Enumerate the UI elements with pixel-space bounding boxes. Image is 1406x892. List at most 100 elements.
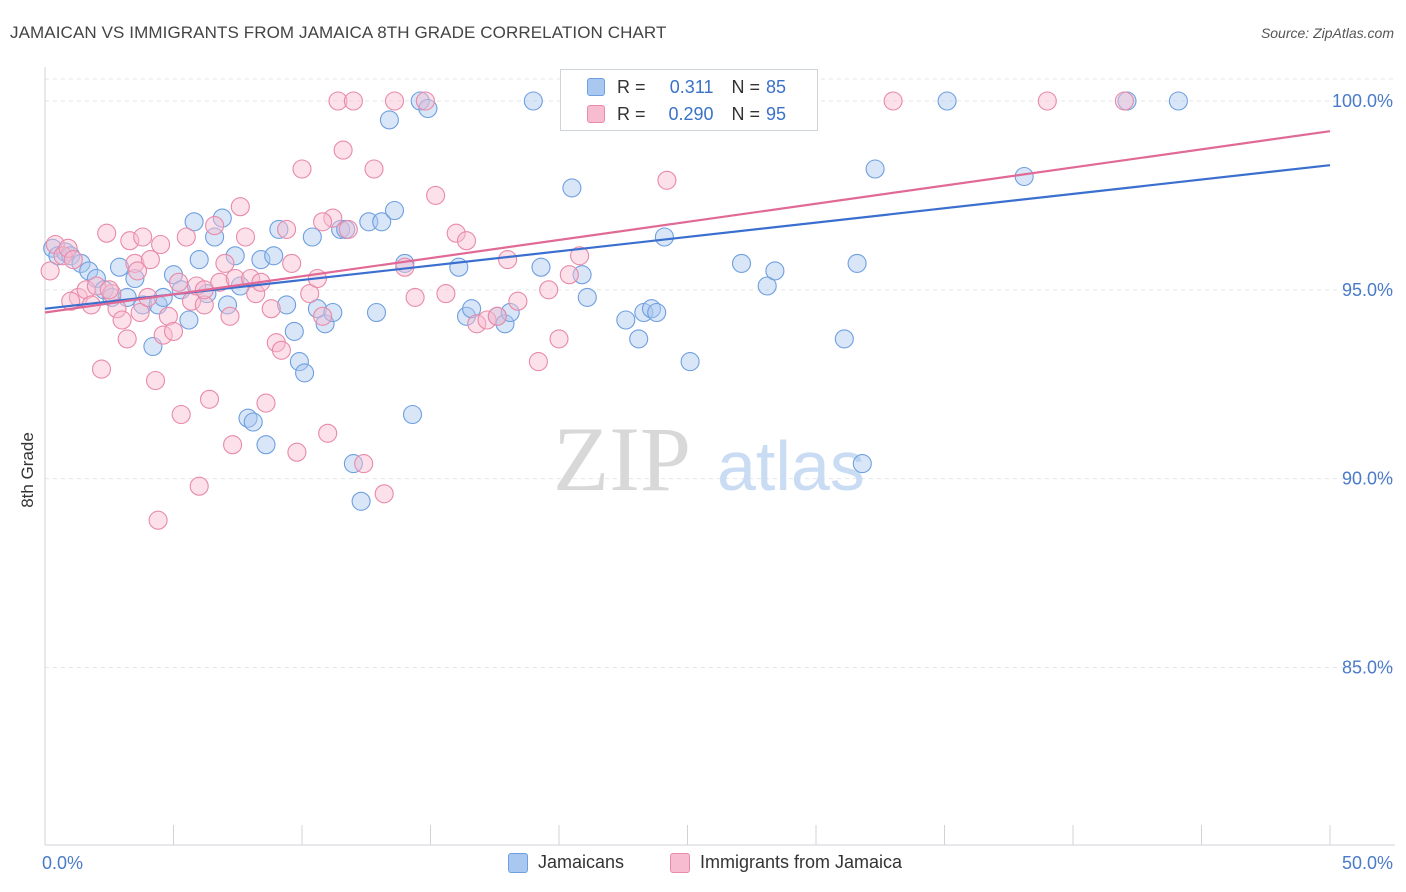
point-immigrants <box>354 454 374 474</box>
point-immigrants <box>328 91 348 111</box>
point-immigrants <box>456 231 477 251</box>
bottom-legend-label: Jamaicans <box>538 852 625 872</box>
stats-legend: R = 0.311 N = 85 R = 0.290 N = 95 <box>560 69 818 131</box>
gridlines <box>45 78 1395 668</box>
point-immigrants <box>498 250 518 270</box>
point-jamaicans <box>384 200 405 221</box>
point-immigrants <box>230 197 250 217</box>
point-immigrants <box>1037 91 1057 111</box>
point-immigrants <box>313 306 333 326</box>
point-immigrants <box>130 302 150 323</box>
legend-swatch-pink <box>587 105 605 123</box>
point-immigrants <box>313 212 333 232</box>
data-points <box>40 91 1188 530</box>
point-immigrants <box>374 484 394 504</box>
y-tick-label: 85.0% <box>1342 657 1393 677</box>
point-immigrants <box>163 321 184 341</box>
point-jamaicans <box>654 227 674 247</box>
point-immigrants <box>99 280 119 300</box>
point-immigrants <box>140 250 160 270</box>
point-immigrants <box>127 261 148 281</box>
point-jamaicans <box>379 110 399 130</box>
point-jamaicans <box>295 363 315 383</box>
point-jamaicans <box>523 91 543 111</box>
n-value: 85 <box>766 76 787 97</box>
point-immigrants <box>405 287 425 307</box>
r-label: R = <box>617 103 646 124</box>
point-jamaicans <box>680 352 700 372</box>
n-label: N = <box>731 103 761 124</box>
point-immigrants <box>199 389 220 409</box>
point-immigrants <box>112 310 132 330</box>
point-immigrants <box>287 442 307 462</box>
y-tick-label: 95.0% <box>1342 280 1393 300</box>
point-jamaicans <box>277 295 297 315</box>
bottom-legend-immigrants: Immigrants from Jamaica <box>670 852 902 873</box>
point-jamaicans <box>1168 91 1188 111</box>
point-immigrants <box>40 261 60 281</box>
point-jamaicans <box>289 352 309 372</box>
point-immigrants <box>256 393 276 413</box>
point-immigrants <box>171 404 191 425</box>
point-jamaicans <box>765 261 785 281</box>
point-immigrants <box>148 510 168 530</box>
point-jamaicans <box>179 310 199 330</box>
point-immigrants <box>477 310 497 330</box>
point-jamaicans <box>402 404 423 425</box>
point-immigrants <box>415 91 435 111</box>
point-immigrants <box>318 423 338 443</box>
point-jamaicans <box>331 219 351 239</box>
point-immigrants <box>364 159 384 179</box>
point-jamaicans <box>343 454 363 474</box>
point-immigrants <box>300 284 320 304</box>
n-label: N = <box>731 76 761 97</box>
point-jamaicans <box>647 302 667 323</box>
point-immigrants <box>220 306 240 326</box>
watermark-zip: ZIP <box>553 408 691 510</box>
point-immigrants <box>657 170 677 190</box>
point-immigrants <box>58 238 78 258</box>
point-immigrants <box>426 185 446 205</box>
point-jamaicans <box>847 253 867 273</box>
point-immigrants <box>97 223 117 243</box>
point-jamaicans <box>269 219 289 239</box>
point-jamaicans <box>256 435 276 455</box>
point-immigrants <box>76 280 96 300</box>
bottom-legend-label: Immigrants from Jamaica <box>700 852 903 872</box>
point-jamaicans <box>616 310 636 330</box>
point-immigrants <box>125 253 145 273</box>
point-jamaicans <box>531 257 551 277</box>
point-immigrants <box>528 352 548 372</box>
point-jamaicans <box>315 314 335 334</box>
point-jamaicans <box>184 212 204 232</box>
point-jamaicans <box>629 329 649 349</box>
point-immigrants <box>338 219 358 239</box>
point-immigrants <box>45 234 65 255</box>
trend-line-jamaicans <box>44 164 1331 310</box>
point-jamaicans <box>562 178 582 198</box>
point-jamaicans <box>757 276 777 296</box>
point-immigrants <box>153 325 173 345</box>
bottom-legend-jamaicans: Jamaicans <box>508 852 624 873</box>
point-jamaicans <box>238 408 258 428</box>
y-tick-label: 100.0% <box>1332 91 1393 111</box>
point-immigrants <box>883 91 903 111</box>
point-jamaicans <box>79 261 99 281</box>
point-immigrants <box>271 340 291 360</box>
bottom-swatch-pink <box>670 852 690 873</box>
bottom-swatch-blue <box>508 852 528 873</box>
point-immigrants <box>384 91 405 111</box>
r-value: 0.311 <box>669 76 714 97</box>
trend-lines <box>44 130 1331 314</box>
point-jamaicans <box>641 299 662 319</box>
legend-row-immigrants: R = 0.290 N = 95 <box>587 101 786 127</box>
r-label: R = <box>617 76 646 97</box>
point-jamaicans <box>205 227 225 247</box>
point-immigrants <box>235 227 256 247</box>
point-jamaicans <box>410 91 430 111</box>
point-immigrants <box>446 223 466 243</box>
point-immigrants <box>169 272 189 292</box>
point-jamaicans <box>212 208 232 228</box>
point-immigrants <box>467 314 487 334</box>
point-jamaicans <box>217 295 238 315</box>
